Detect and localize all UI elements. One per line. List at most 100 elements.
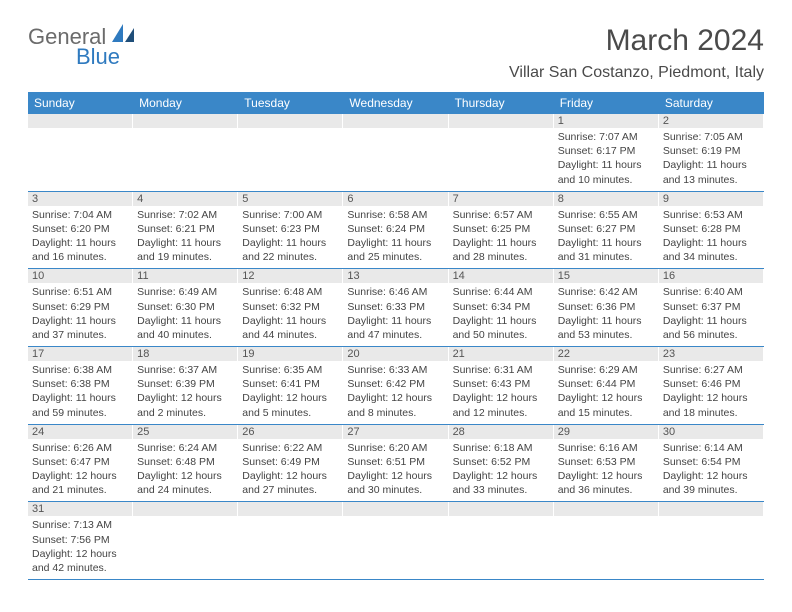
day-number: 28 (449, 425, 553, 439)
brand-text: General Blue (28, 24, 138, 68)
daylight-text: Daylight: 11 hours and 47 minutes. (347, 314, 443, 342)
sunset-text: Sunset: 6:54 PM (663, 455, 759, 469)
daylight-text: Daylight: 12 hours and 42 minutes. (32, 547, 128, 575)
sunrise-text: Sunrise: 6:27 AM (663, 363, 759, 377)
sunrise-text: Sunrise: 6:14 AM (663, 441, 759, 455)
day-info: Sunrise: 6:38 AMSunset: 6:38 PMDaylight:… (32, 363, 128, 420)
sunrise-text: Sunrise: 7:00 AM (242, 208, 338, 222)
day-info: Sunrise: 7:02 AMSunset: 6:21 PMDaylight:… (137, 208, 233, 265)
day-number: 7 (449, 192, 553, 206)
daylight-text: Daylight: 11 hours and 25 minutes. (347, 236, 443, 264)
sunset-text: Sunset: 6:20 PM (32, 222, 128, 236)
day-number: 10 (28, 269, 132, 283)
day-number: 8 (554, 192, 658, 206)
day-info: Sunrise: 6:49 AMSunset: 6:30 PMDaylight:… (137, 285, 233, 342)
day-info: Sunrise: 6:31 AMSunset: 6:43 PMDaylight:… (453, 363, 549, 420)
header: General Blue March 2024 Villar San Costa… (28, 24, 764, 82)
sunset-text: Sunset: 6:38 PM (32, 377, 128, 391)
day-cell: 26 Sunrise: 6:22 AMSunset: 6:49 PMDayligh… (238, 425, 343, 502)
weekday-label: Sunday (28, 92, 133, 114)
daylight-text: Daylight: 12 hours and 12 minutes. (453, 391, 549, 419)
day-cell: . (238, 114, 343, 191)
sunrise-text: Sunrise: 6:57 AM (453, 208, 549, 222)
sunset-text: Sunset: 6:29 PM (32, 300, 128, 314)
daylight-text: Daylight: 11 hours and 19 minutes. (137, 236, 233, 264)
daylight-text: Daylight: 11 hours and 50 minutes. (453, 314, 549, 342)
day-cell: . (659, 502, 764, 579)
day-cell: 29Sunrise: 6:16 AMSunset: 6:53 PMDayligh… (554, 425, 659, 502)
sunset-text: Sunset: 6:44 PM (558, 377, 654, 391)
day-info: Sunrise: 6:22 AMSunset: 6:49 PMDaylight:… (242, 441, 338, 498)
daylight-text: Daylight: 12 hours and 8 minutes. (347, 391, 443, 419)
day-cell: 31Sunrise: 7:13 AMSunset: 7:56 PMDayligh… (28, 502, 133, 579)
daylight-text: Daylight: 11 hours and 44 minutes. (242, 314, 338, 342)
sunrise-text: Sunrise: 6:51 AM (32, 285, 128, 299)
daylight-text: Daylight: 12 hours and 39 minutes. (663, 469, 759, 497)
day-number: 21 (449, 347, 553, 361)
day-cell: 15Sunrise: 6:42 AMSunset: 6:36 PMDayligh… (554, 269, 659, 346)
daylight-text: Daylight: 12 hours and 2 minutes. (137, 391, 233, 419)
calendar-week: 10Sunrise: 6:51 AMSunset: 6:29 PMDayligh… (28, 269, 764, 347)
weekday-label: Saturday (659, 92, 764, 114)
day-number: . (238, 502, 342, 516)
sunrise-text: Sunrise: 6:48 AM (242, 285, 338, 299)
calendar-week: .....1Sunrise: 7:07 AMSunset: 6:17 PMDay… (28, 114, 764, 192)
page-title: March 2024 (509, 24, 764, 58)
sunset-text: Sunset: 7:56 PM (32, 533, 128, 547)
sunrise-text: Sunrise: 7:07 AM (558, 130, 654, 144)
sunrise-text: Sunrise: 6:16 AM (558, 441, 654, 455)
day-cell: 6Sunrise: 6:58 AMSunset: 6:24 PMDaylight… (343, 192, 448, 269)
day-number: 26 (238, 425, 342, 439)
sunset-text: Sunset: 6:42 PM (347, 377, 443, 391)
daylight-text: Daylight: 11 hours and 22 minutes. (242, 236, 338, 264)
daylight-text: Daylight: 12 hours and 33 minutes. (453, 469, 549, 497)
sunrise-text: Sunrise: 6:49 AM (137, 285, 233, 299)
day-number: 11 (133, 269, 237, 283)
sunset-text: Sunset: 6:47 PM (32, 455, 128, 469)
sunset-text: Sunset: 6:41 PM (242, 377, 338, 391)
day-cell: 16Sunrise: 6:40 AMSunset: 6:37 PMDayligh… (659, 269, 764, 346)
day-number: . (238, 114, 342, 128)
sunrise-text: Sunrise: 6:42 AM (558, 285, 654, 299)
calendar-week: 17Sunrise: 6:38 AMSunset: 6:38 PMDayligh… (28, 347, 764, 425)
day-cell: 19Sunrise: 6:35 AMSunset: 6:41 PMDayligh… (238, 347, 343, 424)
day-info: Sunrise: 7:04 AMSunset: 6:20 PMDaylight:… (32, 208, 128, 265)
weekday-label: Monday (133, 92, 238, 114)
weekday-label: Friday (554, 92, 659, 114)
sunrise-text: Sunrise: 6:40 AM (663, 285, 759, 299)
weekday-label: Tuesday (238, 92, 343, 114)
daylight-text: Daylight: 12 hours and 18 minutes. (663, 391, 759, 419)
sunset-text: Sunset: 6:36 PM (558, 300, 654, 314)
day-number: 14 (449, 269, 553, 283)
day-number: 3 (28, 192, 132, 206)
day-cell: . (238, 502, 343, 579)
day-number: 4 (133, 192, 237, 206)
day-number: 27 (343, 425, 447, 439)
day-info: Sunrise: 6:51 AMSunset: 6:29 PMDaylight:… (32, 285, 128, 342)
day-number: 6 (343, 192, 447, 206)
calendar-week: 31Sunrise: 7:13 AMSunset: 7:56 PMDayligh… (28, 502, 764, 580)
sunrise-text: Sunrise: 6:24 AM (137, 441, 233, 455)
sunset-text: Sunset: 6:37 PM (663, 300, 759, 314)
day-cell: 23Sunrise: 6:27 AMSunset: 6:46 PMDayligh… (659, 347, 764, 424)
sunset-text: Sunset: 6:49 PM (242, 455, 338, 469)
daylight-text: Daylight: 12 hours and 36 minutes. (558, 469, 654, 497)
brand-logo: General Blue (28, 24, 138, 68)
sunset-text: Sunset: 6:30 PM (137, 300, 233, 314)
sunrise-text: Sunrise: 6:26 AM (32, 441, 128, 455)
daylight-text: Daylight: 11 hours and 10 minutes. (558, 158, 654, 186)
day-cell: 20Sunrise: 6:33 AMSunset: 6:42 PMDayligh… (343, 347, 448, 424)
day-info: Sunrise: 6:57 AMSunset: 6:25 PMDaylight:… (453, 208, 549, 265)
sunrise-text: Sunrise: 7:02 AM (137, 208, 233, 222)
day-info: Sunrise: 6:37 AMSunset: 6:39 PMDaylight:… (137, 363, 233, 420)
sunset-text: Sunset: 6:43 PM (453, 377, 549, 391)
sunset-text: Sunset: 6:28 PM (663, 222, 759, 236)
daylight-text: Daylight: 11 hours and 56 minutes. (663, 314, 759, 342)
day-info: Sunrise: 6:26 AMSunset: 6:47 PMDaylight:… (32, 441, 128, 498)
day-info: Sunrise: 6:20 AMSunset: 6:51 PMDaylight:… (347, 441, 443, 498)
day-number: 22 (554, 347, 658, 361)
weeks-container: .....1Sunrise: 7:07 AMSunset: 6:17 PMDay… (28, 114, 764, 580)
day-number: 1 (554, 114, 658, 128)
day-number: 12 (238, 269, 342, 283)
day-cell: 22Sunrise: 6:29 AMSunset: 6:44 PMDayligh… (554, 347, 659, 424)
